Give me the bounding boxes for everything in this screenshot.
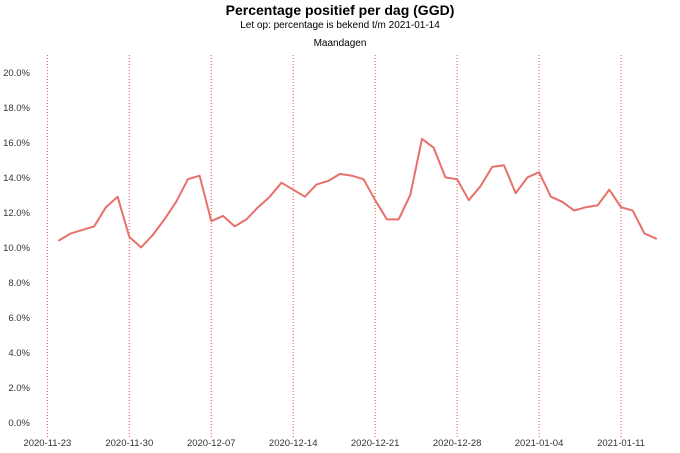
y-tick-label: 14.0% xyxy=(3,173,30,184)
chart-subtitle: Let op: percentage is bekend t/m 2021-01… xyxy=(240,20,440,31)
x-tick-label: 2021-01-04 xyxy=(515,438,564,449)
monday-lines-label: Maandagen xyxy=(313,38,367,49)
y-tick-label: 20.0% xyxy=(3,68,30,79)
y-tick-label: 18.0% xyxy=(3,103,30,114)
y-tick-label: 12.0% xyxy=(3,208,30,219)
x-axis: 2020-11-23 2020-11-30 2020-12-07 2020-12-14… xyxy=(23,438,645,449)
chart-title: Percentage positief per dag (GGD) xyxy=(225,2,455,18)
y-tick-label: 6.0% xyxy=(8,313,30,324)
x-tick-label: 2020-12-14 xyxy=(269,438,318,449)
y-axis: 0.0% 2.0% 4.0% 6.0% 8.0% 10.0% 12.0% 14.0% 16.0%… xyxy=(3,68,30,429)
x-tick-label: 2020-11-30 xyxy=(105,438,153,449)
x-tick-label: 2020-12-21 xyxy=(351,438,400,449)
y-tick-label: 2.0% xyxy=(8,383,30,394)
y-tick-label: 10.0% xyxy=(3,243,30,254)
x-tick-label: 2020-12-07 xyxy=(187,438,236,449)
monday-lines xyxy=(46,55,622,438)
x-tick-label: 2020-12-28 xyxy=(433,438,482,449)
x-tick-label: 2020-11-23 xyxy=(23,438,71,449)
y-tick-label: 0.0% xyxy=(8,418,30,429)
series-layer xyxy=(58,137,658,249)
series-line xyxy=(58,137,658,249)
y-tick-label: 16.0% xyxy=(3,138,30,149)
y-tick-label: 8.0% xyxy=(8,278,30,289)
y-tick-label: 4.0% xyxy=(8,348,30,359)
x-tick-label: 2021-01-11 xyxy=(597,438,645,449)
